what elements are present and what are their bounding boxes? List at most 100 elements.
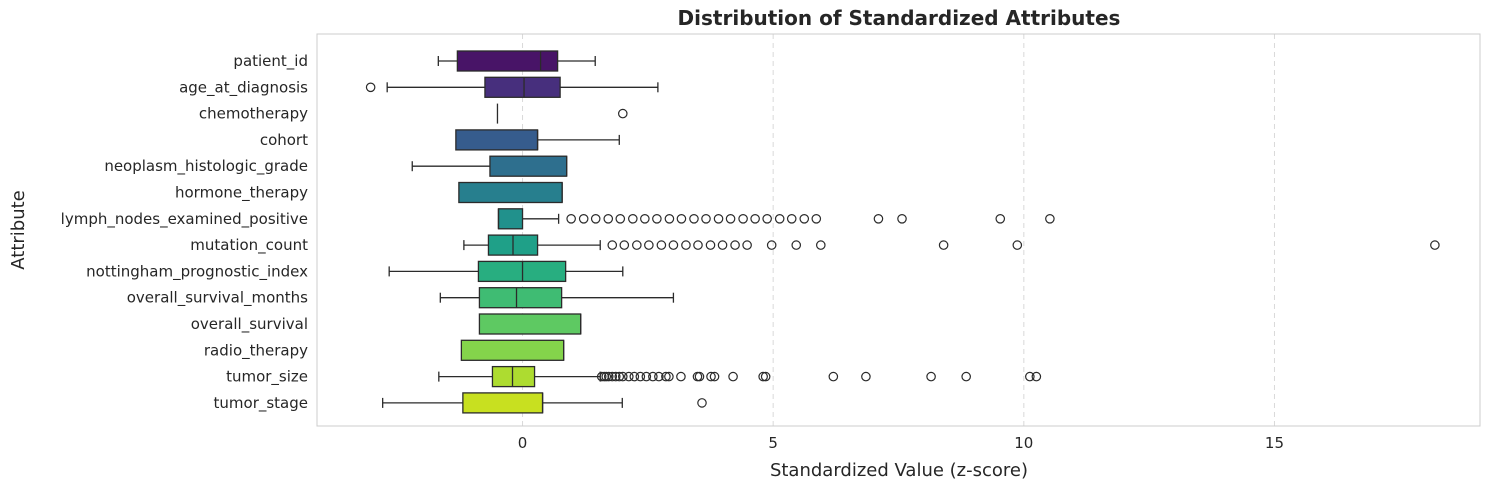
box-mutation-count bbox=[463, 234, 1440, 256]
box bbox=[458, 181, 563, 204]
outlier-point bbox=[617, 108, 628, 119]
outlier-point bbox=[578, 214, 589, 224]
outlier-point bbox=[766, 240, 777, 250]
y-tick-label: mutation_count bbox=[190, 236, 308, 255]
outlier-point bbox=[694, 371, 705, 382]
outlier-point bbox=[815, 240, 826, 250]
outlier-point bbox=[654, 371, 664, 382]
y-tick-label: radio_therapy bbox=[204, 341, 308, 360]
outlier-point bbox=[661, 371, 671, 382]
box bbox=[497, 208, 524, 230]
outlier-point bbox=[641, 371, 652, 382]
x-tick-label: 10 bbox=[1014, 434, 1033, 452]
outlier-point bbox=[697, 398, 707, 408]
box bbox=[462, 392, 544, 414]
outlier-point bbox=[676, 214, 687, 224]
outlier-point bbox=[624, 371, 634, 382]
outlier-point bbox=[742, 240, 752, 250]
box bbox=[491, 365, 536, 388]
outlier-point bbox=[652, 214, 662, 224]
outlier-point bbox=[648, 371, 658, 382]
y-tick-label: hormone_therapy bbox=[175, 184, 308, 203]
outlier-point bbox=[629, 371, 640, 382]
outlier-point bbox=[615, 214, 626, 224]
outlier-point bbox=[365, 82, 376, 93]
y-axis-label: Attribute bbox=[8, 190, 29, 269]
x-axis-label: Standardized Value (z-score) bbox=[770, 460, 1028, 481]
outlier-point bbox=[738, 214, 748, 224]
box bbox=[478, 313, 582, 335]
box bbox=[484, 76, 561, 98]
outlier-point bbox=[873, 214, 884, 224]
box-cohort bbox=[455, 129, 620, 151]
outlier-point bbox=[668, 240, 679, 250]
outlier-point bbox=[619, 240, 630, 250]
box-tumor-size bbox=[438, 365, 1042, 388]
box-lymph-nodes-examined-positive bbox=[497, 208, 1055, 230]
y-tick-label: neoplasm_histologic_grade bbox=[104, 157, 308, 176]
outlier-point bbox=[1031, 371, 1042, 382]
outlier-point bbox=[664, 371, 674, 382]
box bbox=[489, 155, 568, 177]
outlier-point bbox=[607, 371, 618, 382]
x-axis: 0 5 10 15 bbox=[518, 434, 1284, 452]
outlier-point bbox=[725, 214, 736, 224]
outlier-point bbox=[961, 371, 971, 382]
outlier-point bbox=[713, 214, 724, 224]
box-hormone-therapy bbox=[458, 181, 563, 204]
outlier-point bbox=[601, 371, 612, 382]
box-nottingham-prognostic-index bbox=[388, 260, 624, 283]
outlier-point bbox=[689, 214, 699, 224]
box-radio-therapy bbox=[460, 339, 565, 361]
outlier-point bbox=[728, 371, 738, 382]
outlier-point bbox=[617, 371, 628, 382]
plot-frame bbox=[316, 33, 1481, 427]
outlier-point bbox=[786, 214, 797, 224]
outlier-point bbox=[774, 214, 785, 224]
outlier-point bbox=[632, 240, 642, 250]
outlier-point bbox=[799, 214, 810, 224]
outlier-point bbox=[926, 371, 936, 382]
y-tick-label: cohort bbox=[260, 131, 308, 149]
outlier-point bbox=[701, 214, 711, 224]
box bbox=[456, 50, 559, 72]
x-tick-label: 15 bbox=[1265, 434, 1284, 452]
y-tick-label: age_at_diagnosis bbox=[179, 78, 308, 97]
outlier-point bbox=[692, 371, 703, 382]
outlier-point bbox=[730, 240, 740, 250]
box bbox=[478, 287, 563, 309]
outlier-point bbox=[706, 371, 716, 382]
outlier-point bbox=[607, 240, 618, 250]
box-age-at-diagnosis bbox=[365, 76, 659, 98]
box bbox=[455, 129, 539, 151]
outlier-point bbox=[610, 371, 621, 382]
outlier-point bbox=[1045, 214, 1055, 224]
y-tick-label: lymph_nodes_examined_positive bbox=[61, 210, 308, 229]
outlier-point bbox=[664, 214, 675, 224]
outlier-point bbox=[1430, 240, 1440, 250]
outlier-point bbox=[897, 214, 907, 224]
outlier-point bbox=[791, 240, 802, 250]
box-overall-survival-months bbox=[439, 287, 675, 309]
outlier-point bbox=[628, 214, 638, 224]
box-tumor-stage bbox=[382, 392, 707, 414]
outlier-point bbox=[709, 371, 720, 382]
outlier-point bbox=[596, 371, 607, 382]
box-chemotherapy bbox=[496, 103, 628, 124]
outlier-point bbox=[640, 214, 650, 224]
outlier-point bbox=[758, 371, 768, 382]
outlier-point bbox=[676, 371, 686, 382]
outlier-point bbox=[603, 371, 614, 382]
outlier-point bbox=[717, 240, 728, 250]
y-tick-label: tumor_stage bbox=[214, 394, 308, 413]
box-neoplasm-histologic-grade bbox=[411, 155, 568, 177]
grid bbox=[522, 34, 1275, 426]
outlier-point bbox=[705, 240, 716, 250]
outlier-point bbox=[614, 371, 625, 382]
outlier-point bbox=[590, 214, 601, 224]
outlier-point bbox=[861, 371, 871, 382]
outlier-point bbox=[828, 371, 839, 382]
outlier-point bbox=[1025, 371, 1035, 382]
outlier-point bbox=[1012, 240, 1023, 250]
